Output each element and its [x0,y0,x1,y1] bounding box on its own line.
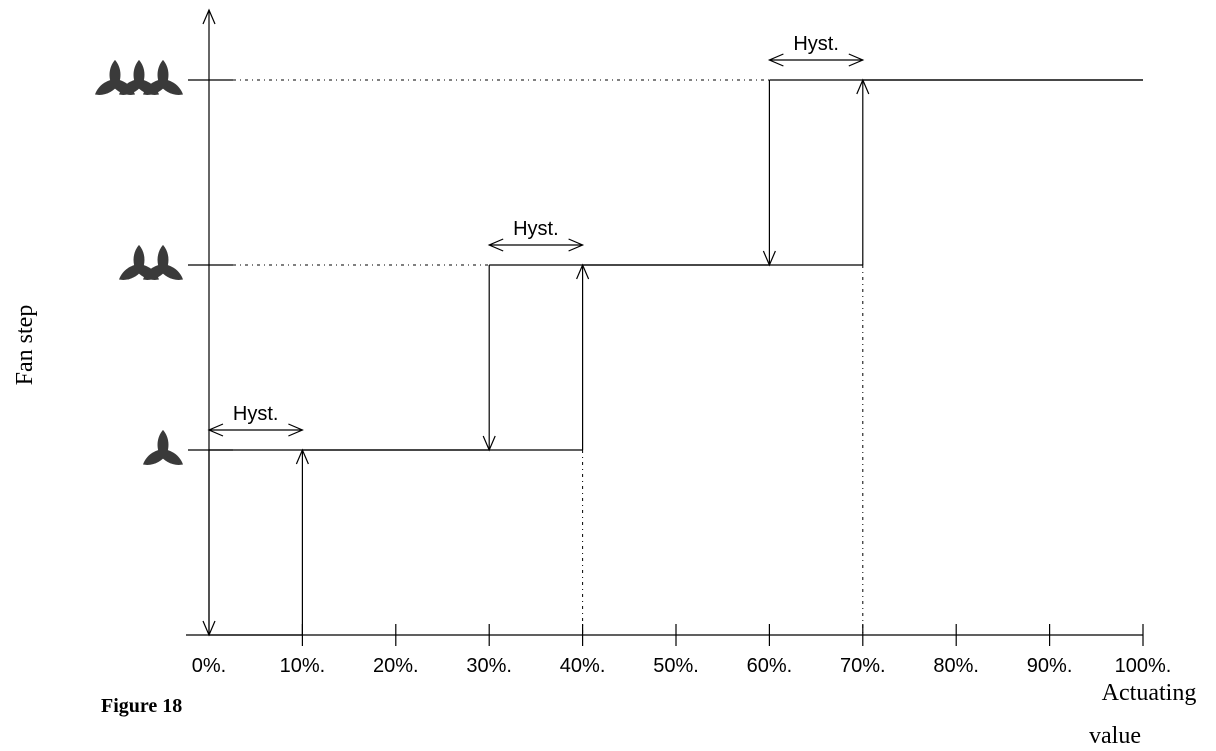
fan-2-icon [116,244,186,285]
x-tick-label: 0%. [192,655,226,677]
series-decreasing [202,79,1143,637]
x-tick-label: 20%. [373,655,419,677]
hysteresis-marker: Hyst. [207,403,304,437]
x-tick-label: 70%. [840,655,886,677]
x-tick-label: 10%. [280,655,326,677]
y-axis-arrowhead [202,8,216,25]
figure-caption: Figure 18 [101,695,182,717]
x-tick-label: 30%. [466,655,512,677]
hysteresis-arrow-right [568,238,585,252]
hysteresis-marker: Hyst. [767,33,865,67]
x-tick-label: 40%. [560,655,606,677]
y-ticks [188,79,233,451]
hysteresis-markers: Hyst. Hyst. Hyst. [207,33,865,437]
fan-1-icon [140,429,186,470]
guide-lines [233,79,864,635]
hysteresis-marker: Hyst. [487,218,585,252]
hysteresis-arrow-left [767,53,784,67]
step-lines [202,78,1143,637]
x-tick-label: 50%. [653,655,699,677]
fan-glyph [140,244,186,285]
x-axis-label-line2: value [1089,723,1141,749]
fan-glyph [140,59,186,100]
x-tick-label: 60%. [747,655,793,677]
axes [186,8,1143,636]
hysteresis-arrow-left [487,238,504,252]
x-tick-label: 100%. [1115,655,1172,677]
series-increasing [209,78,1143,636]
x-ticks [301,624,1144,646]
series-arrowhead [202,620,216,637]
hysteresis-label: Hyst. [233,403,279,425]
x-axis-label-line1: Actuating [1102,680,1197,706]
fan-glyph [140,429,186,470]
x-tick-label: 80%. [933,655,979,677]
hysteresis-label: Hyst. [513,218,559,240]
hysteresis-arrow-right [848,53,865,67]
y-axis-label: Fan step [12,305,38,386]
hysteresis-label: Hyst. [793,33,839,55]
x-tick-label: 90%. [1027,655,1073,677]
hysteresis-arrow-right [288,423,304,437]
x-tick-labels: 0%. 10%. 20%. 30%. 40%. 50%. 60%. 70%. 80%. 90%. 1… [192,655,1172,677]
hysteresis-arrow-left [207,423,224,437]
fan-level-icons [92,59,186,470]
fan-3-icon [92,59,186,100]
